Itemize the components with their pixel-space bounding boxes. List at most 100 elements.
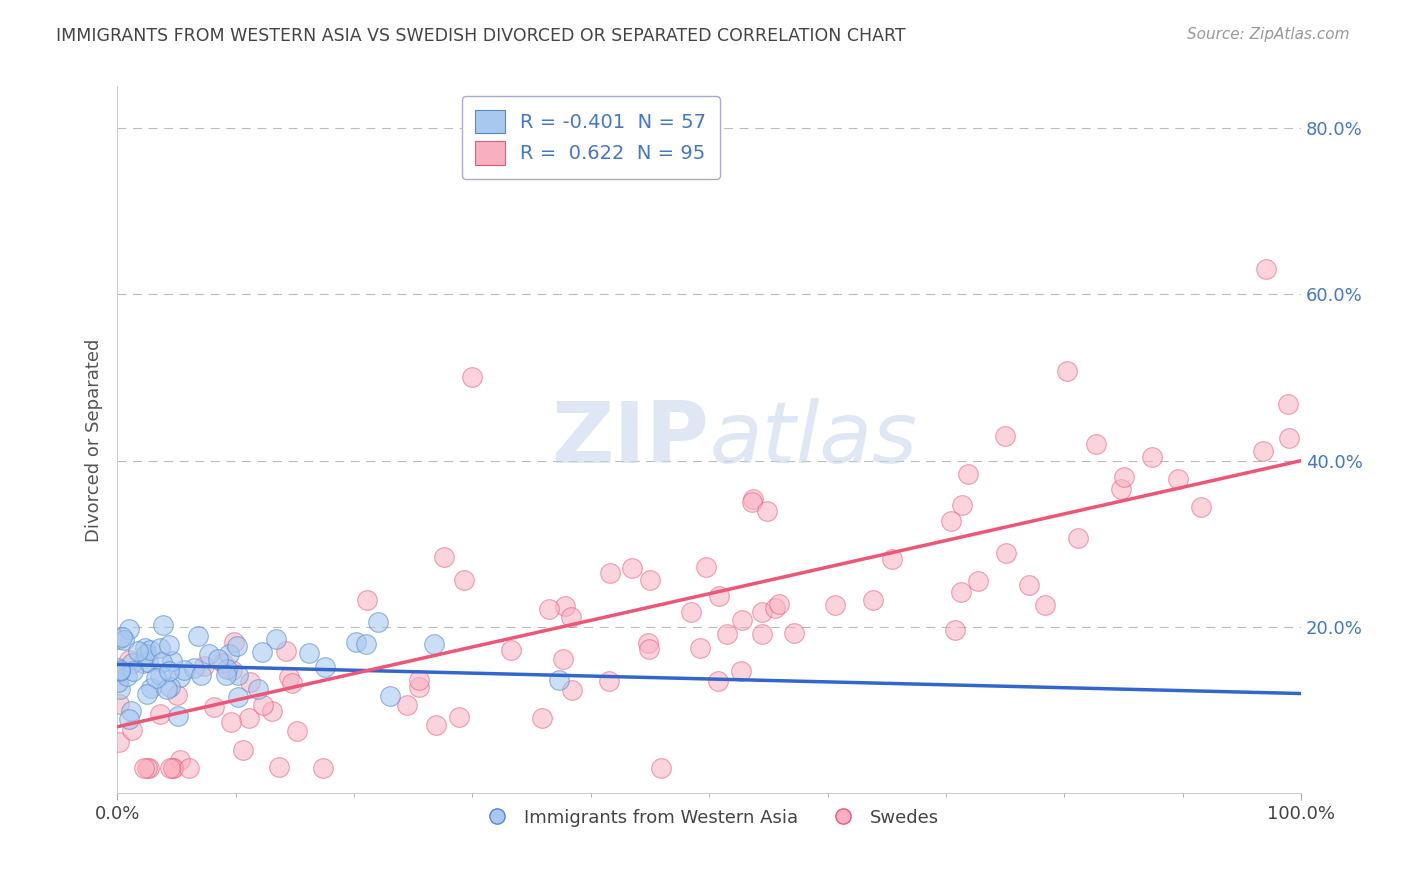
Point (252, 698, 274, 712)
Point (1189, 500, 1212, 515)
Point (994, 546, 1017, 560)
Point (159, 761, 181, 775)
Point (281, 676, 304, 690)
Point (447, 710, 470, 724)
Text: ZIP: ZIP (551, 399, 709, 482)
Point (117, 669, 139, 683)
Point (215, 668, 238, 682)
Point (157, 664, 180, 678)
Point (551, 652, 574, 666)
Point (396, 698, 419, 712)
Text: Source: ZipAtlas.com: Source: ZipAtlas.com (1187, 27, 1350, 42)
Point (162, 761, 184, 775)
Point (173, 663, 195, 677)
Point (1056, 363, 1078, 377)
Point (638, 573, 661, 587)
Point (111, 631, 134, 645)
Point (215, 662, 238, 676)
Point (367, 615, 389, 630)
Point (716, 626, 738, 640)
Point (156, 681, 179, 696)
Point (730, 664, 752, 678)
Point (681, 605, 703, 619)
Point (554, 599, 576, 614)
Point (1251, 444, 1274, 458)
Point (1277, 396, 1299, 410)
Point (276, 644, 298, 658)
Point (344, 635, 367, 649)
Point (118, 623, 141, 637)
Point (741, 495, 763, 509)
Point (943, 623, 966, 637)
Point (763, 600, 786, 615)
Point (756, 504, 779, 518)
Point (162, 654, 184, 668)
Point (967, 574, 990, 589)
Point (149, 668, 172, 682)
Point (135, 687, 157, 701)
Point (537, 602, 560, 616)
Point (118, 653, 141, 667)
Point (198, 647, 221, 661)
Point (135, 648, 157, 662)
Point (219, 715, 242, 730)
Point (501, 643, 523, 657)
Point (768, 597, 790, 611)
Point (127, 643, 149, 657)
Point (139, 643, 162, 657)
Point (547, 673, 569, 687)
Point (114, 633, 136, 648)
Point (751, 606, 773, 620)
Point (239, 674, 262, 689)
Point (1140, 450, 1163, 464)
Point (226, 639, 249, 653)
Point (152, 618, 174, 632)
Point (408, 673, 430, 688)
Point (190, 668, 212, 682)
Point (159, 680, 181, 694)
Legend: Immigrants from Western Asia, Swedes: Immigrants from Western Asia, Swedes (471, 801, 946, 834)
Point (149, 707, 172, 722)
Point (121, 657, 143, 671)
Point (108, 632, 131, 646)
Point (250, 645, 273, 659)
Point (650, 760, 672, 774)
Point (120, 705, 142, 719)
Point (882, 551, 904, 566)
Point (169, 670, 191, 684)
Point (637, 636, 659, 650)
Point (121, 723, 143, 738)
Point (730, 613, 752, 627)
Point (107, 698, 129, 712)
Point (278, 670, 301, 684)
Point (950, 498, 973, 512)
Point (138, 761, 160, 775)
Point (356, 592, 378, 607)
Point (432, 550, 454, 565)
Point (150, 656, 173, 670)
Point (108, 682, 131, 697)
Point (1085, 437, 1108, 451)
Point (314, 659, 336, 673)
Point (169, 753, 191, 767)
Point (166, 688, 188, 702)
Point (108, 663, 131, 677)
Text: IMMIGRANTS FROM WESTERN ASIA VS SWEDISH DIVORCED OR SEPARATED CORRELATION CHART: IMMIGRANTS FROM WESTERN ASIA VS SWEDISH … (56, 27, 905, 45)
Y-axis label: Divorced or Separated: Divorced or Separated (86, 338, 103, 541)
Point (232, 743, 254, 757)
Point (193, 658, 215, 673)
Point (408, 680, 430, 694)
Point (598, 673, 620, 688)
Point (689, 640, 711, 655)
Point (950, 584, 973, 599)
Point (994, 428, 1017, 442)
Point (461, 370, 484, 384)
Point (1112, 470, 1135, 484)
Point (108, 735, 131, 749)
Point (1254, 262, 1277, 277)
Point (354, 637, 377, 651)
Point (226, 690, 249, 705)
Point (136, 655, 159, 669)
Point (560, 609, 582, 624)
Point (107, 675, 129, 690)
